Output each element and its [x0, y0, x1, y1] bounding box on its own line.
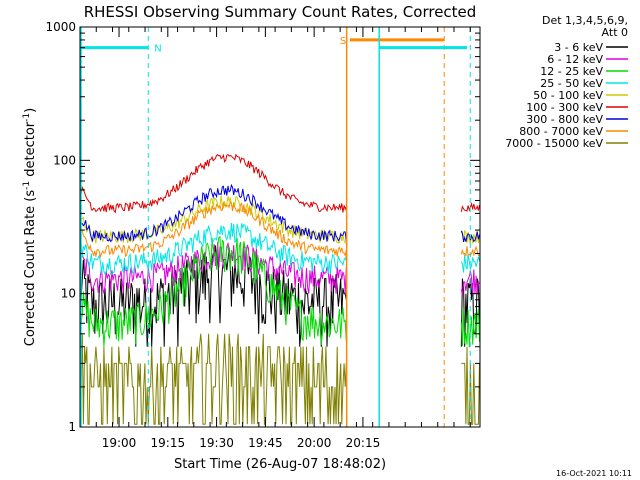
- y-tick-label: 1000: [45, 20, 76, 34]
- x-tick-label: 20:15: [346, 436, 381, 450]
- chart-title: RHESSI Observing Summary Count Rates, Co…: [84, 3, 477, 21]
- y-tick-label: 1: [68, 420, 76, 434]
- x-tick-label: 19:30: [199, 436, 234, 450]
- series-line: [79, 153, 347, 214]
- y-tick-label: 10: [61, 287, 76, 301]
- x-ticks: 19:00 19:15 19:30 19:45 20:00 20:15: [79, 27, 471, 450]
- series-line: [460, 230, 480, 243]
- x-axis-label: Start Time (26-Aug-07 18:48:02): [174, 457, 386, 472]
- legend-label: 7000 - 15000 keV: [505, 137, 603, 150]
- plot-frame: [79, 26, 481, 428]
- legend-label: 300 - 800 keV: [526, 113, 603, 126]
- series-line: [79, 195, 347, 244]
- series-line: [79, 241, 347, 294]
- x-tick-label: 19:45: [248, 436, 283, 450]
- legend-label: 100 - 300 keV: [526, 101, 603, 114]
- legend-label: 6 - 12 keV: [547, 53, 603, 66]
- annotation-label: N: [154, 44, 161, 55]
- series-line: [79, 200, 347, 259]
- legend-label: 12 - 25 keV: [540, 65, 603, 78]
- series-group: [79, 153, 480, 425]
- timestamp: 16-Oct-2021 10:11: [556, 469, 632, 478]
- legend-label: 50 - 100 keV: [533, 89, 603, 102]
- x-tick-label: 19:15: [151, 436, 186, 450]
- series-line: [460, 254, 480, 273]
- x-tick-label: 20:00: [297, 436, 332, 450]
- series-line: [461, 346, 480, 425]
- series-line: [79, 235, 347, 347]
- annotation-label: S: [340, 36, 346, 47]
- series-line: [460, 308, 480, 348]
- x-tick-label: 19:00: [102, 436, 137, 450]
- y-tick-label: 100: [53, 153, 76, 167]
- series-line: [80, 333, 347, 425]
- y-axis-label: Corrected Count Rate (s-1 detector-1): [22, 108, 38, 346]
- series-line: [79, 183, 347, 243]
- y-ticks: 1 10 100 1000: [45, 20, 480, 434]
- legend-label: 800 - 7000 keV: [519, 125, 603, 138]
- legend-header-line-1: Det 1,3,4,5,6,9,: [542, 14, 628, 27]
- legend-header-line-2: Att 0: [602, 26, 628, 39]
- legend-label: 25 - 50 keV: [540, 77, 603, 90]
- legend-label: 3 - 6 keV: [554, 41, 603, 54]
- annotation-group: NS: [80, 27, 471, 427]
- series-line: [79, 222, 347, 276]
